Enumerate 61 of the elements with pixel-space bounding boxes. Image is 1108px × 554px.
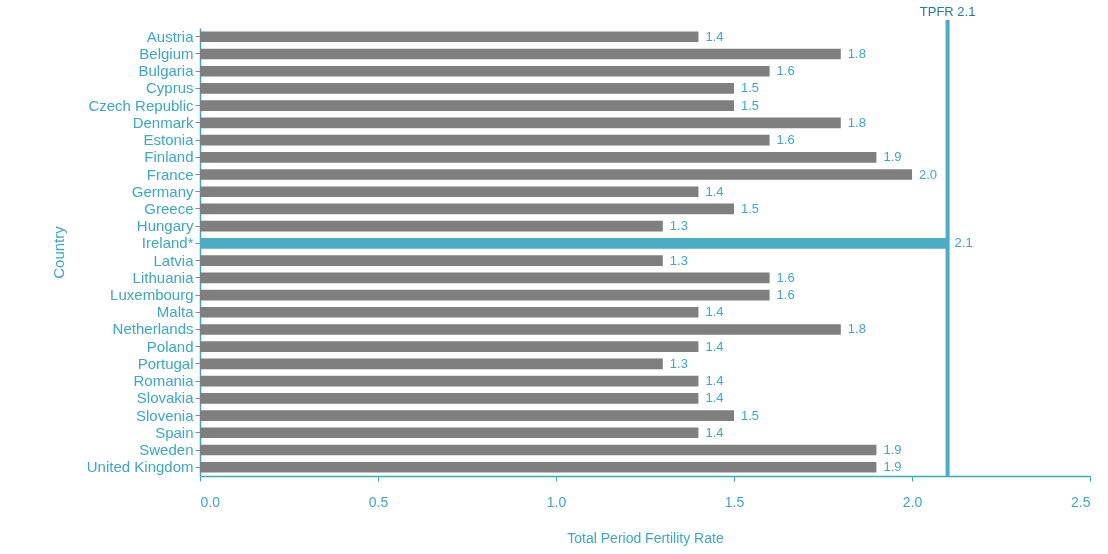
data-label: 2.1 <box>954 235 973 251</box>
y-axis-title: Country <box>49 225 67 279</box>
y-tick-label: Estonia <box>143 131 195 149</box>
data-label: 1.4 <box>705 338 724 354</box>
y-tick-label: Greece <box>144 199 194 217</box>
y-tick-label: United Kingdom <box>86 458 194 476</box>
y-tick-label: Slovenia <box>135 406 195 424</box>
data-label: 1.4 <box>705 373 724 389</box>
y-tick-label: Cyprus <box>145 79 194 97</box>
data-label: 1.9 <box>883 442 902 457</box>
x-tick-label: 2.5 <box>1071 493 1091 510</box>
x-tick-label: 0.0 <box>200 493 221 510</box>
data-label: 1.8 <box>847 321 866 337</box>
data-label: 1.3 <box>669 252 688 268</box>
y-tick-label: Czech Republic <box>88 96 194 114</box>
data-label: 1.4 <box>705 390 724 406</box>
y-tick-label: Latvia <box>153 251 195 269</box>
y-tick-label: Denmark <box>132 113 194 131</box>
x-tick-label: 1.0 <box>546 493 567 510</box>
y-tick-label: Poland <box>146 337 194 355</box>
data-label: 1.4 <box>705 28 724 44</box>
y-tick-label: Luxembourg <box>110 286 194 304</box>
y-tick-label: Austria <box>146 27 195 45</box>
data-label: 1.6 <box>776 287 795 303</box>
y-tick-label: Belgium <box>139 45 194 62</box>
data-label: 1.9 <box>883 149 902 165</box>
data-label: 1.9 <box>883 459 902 475</box>
data-label: 2.0 <box>919 166 938 182</box>
data-label: 1.5 <box>741 97 760 113</box>
data-label: 1.4 <box>705 183 724 199</box>
data-label: 1.5 <box>741 200 760 216</box>
x-axis-title: Total Period Fertility Rate <box>567 529 724 546</box>
y-tick-label: Ireland* <box>141 234 194 252</box>
y-tick-label: Portugal <box>137 354 194 372</box>
y-tick-label: Netherlands <box>112 320 194 338</box>
y-tick-label: Sweden <box>139 441 194 458</box>
data-label: 1.4 <box>705 304 724 320</box>
data-label: 1.8 <box>847 46 866 61</box>
y-tick-label: Germany <box>131 182 194 200</box>
y-tick-label: Spain <box>155 423 194 441</box>
data-label: 1.4 <box>705 424 724 440</box>
data-label: 1.5 <box>741 407 760 423</box>
data-label: 1.8 <box>847 114 866 130</box>
data-label: 1.6 <box>776 269 795 285</box>
y-tick-label: France <box>146 165 194 183</box>
x-tick-label: 1.5 <box>724 493 745 510</box>
y-tick-label: Malta <box>156 303 195 321</box>
y-tick-label: Romania <box>133 372 195 390</box>
y-tick-label: Hungary <box>136 217 194 235</box>
y-tick-label: Finland <box>144 148 194 166</box>
y-tick-label: Slovakia <box>136 389 195 407</box>
data-label: 1.6 <box>776 63 795 79</box>
data-label: 1.5 <box>741 80 760 96</box>
data-label: 1.3 <box>669 218 688 234</box>
y-tick-label: Bulgaria <box>138 62 195 80</box>
data-label: 1.6 <box>776 132 795 148</box>
data-label: 1.3 <box>669 355 688 371</box>
x-tick-label: 0.5 <box>368 493 389 510</box>
x-tick-label: 2.0 <box>902 493 923 510</box>
y-tick-label: Lithuania <box>132 268 195 286</box>
ref-line-label: TPFR 2.1 <box>919 4 976 19</box>
